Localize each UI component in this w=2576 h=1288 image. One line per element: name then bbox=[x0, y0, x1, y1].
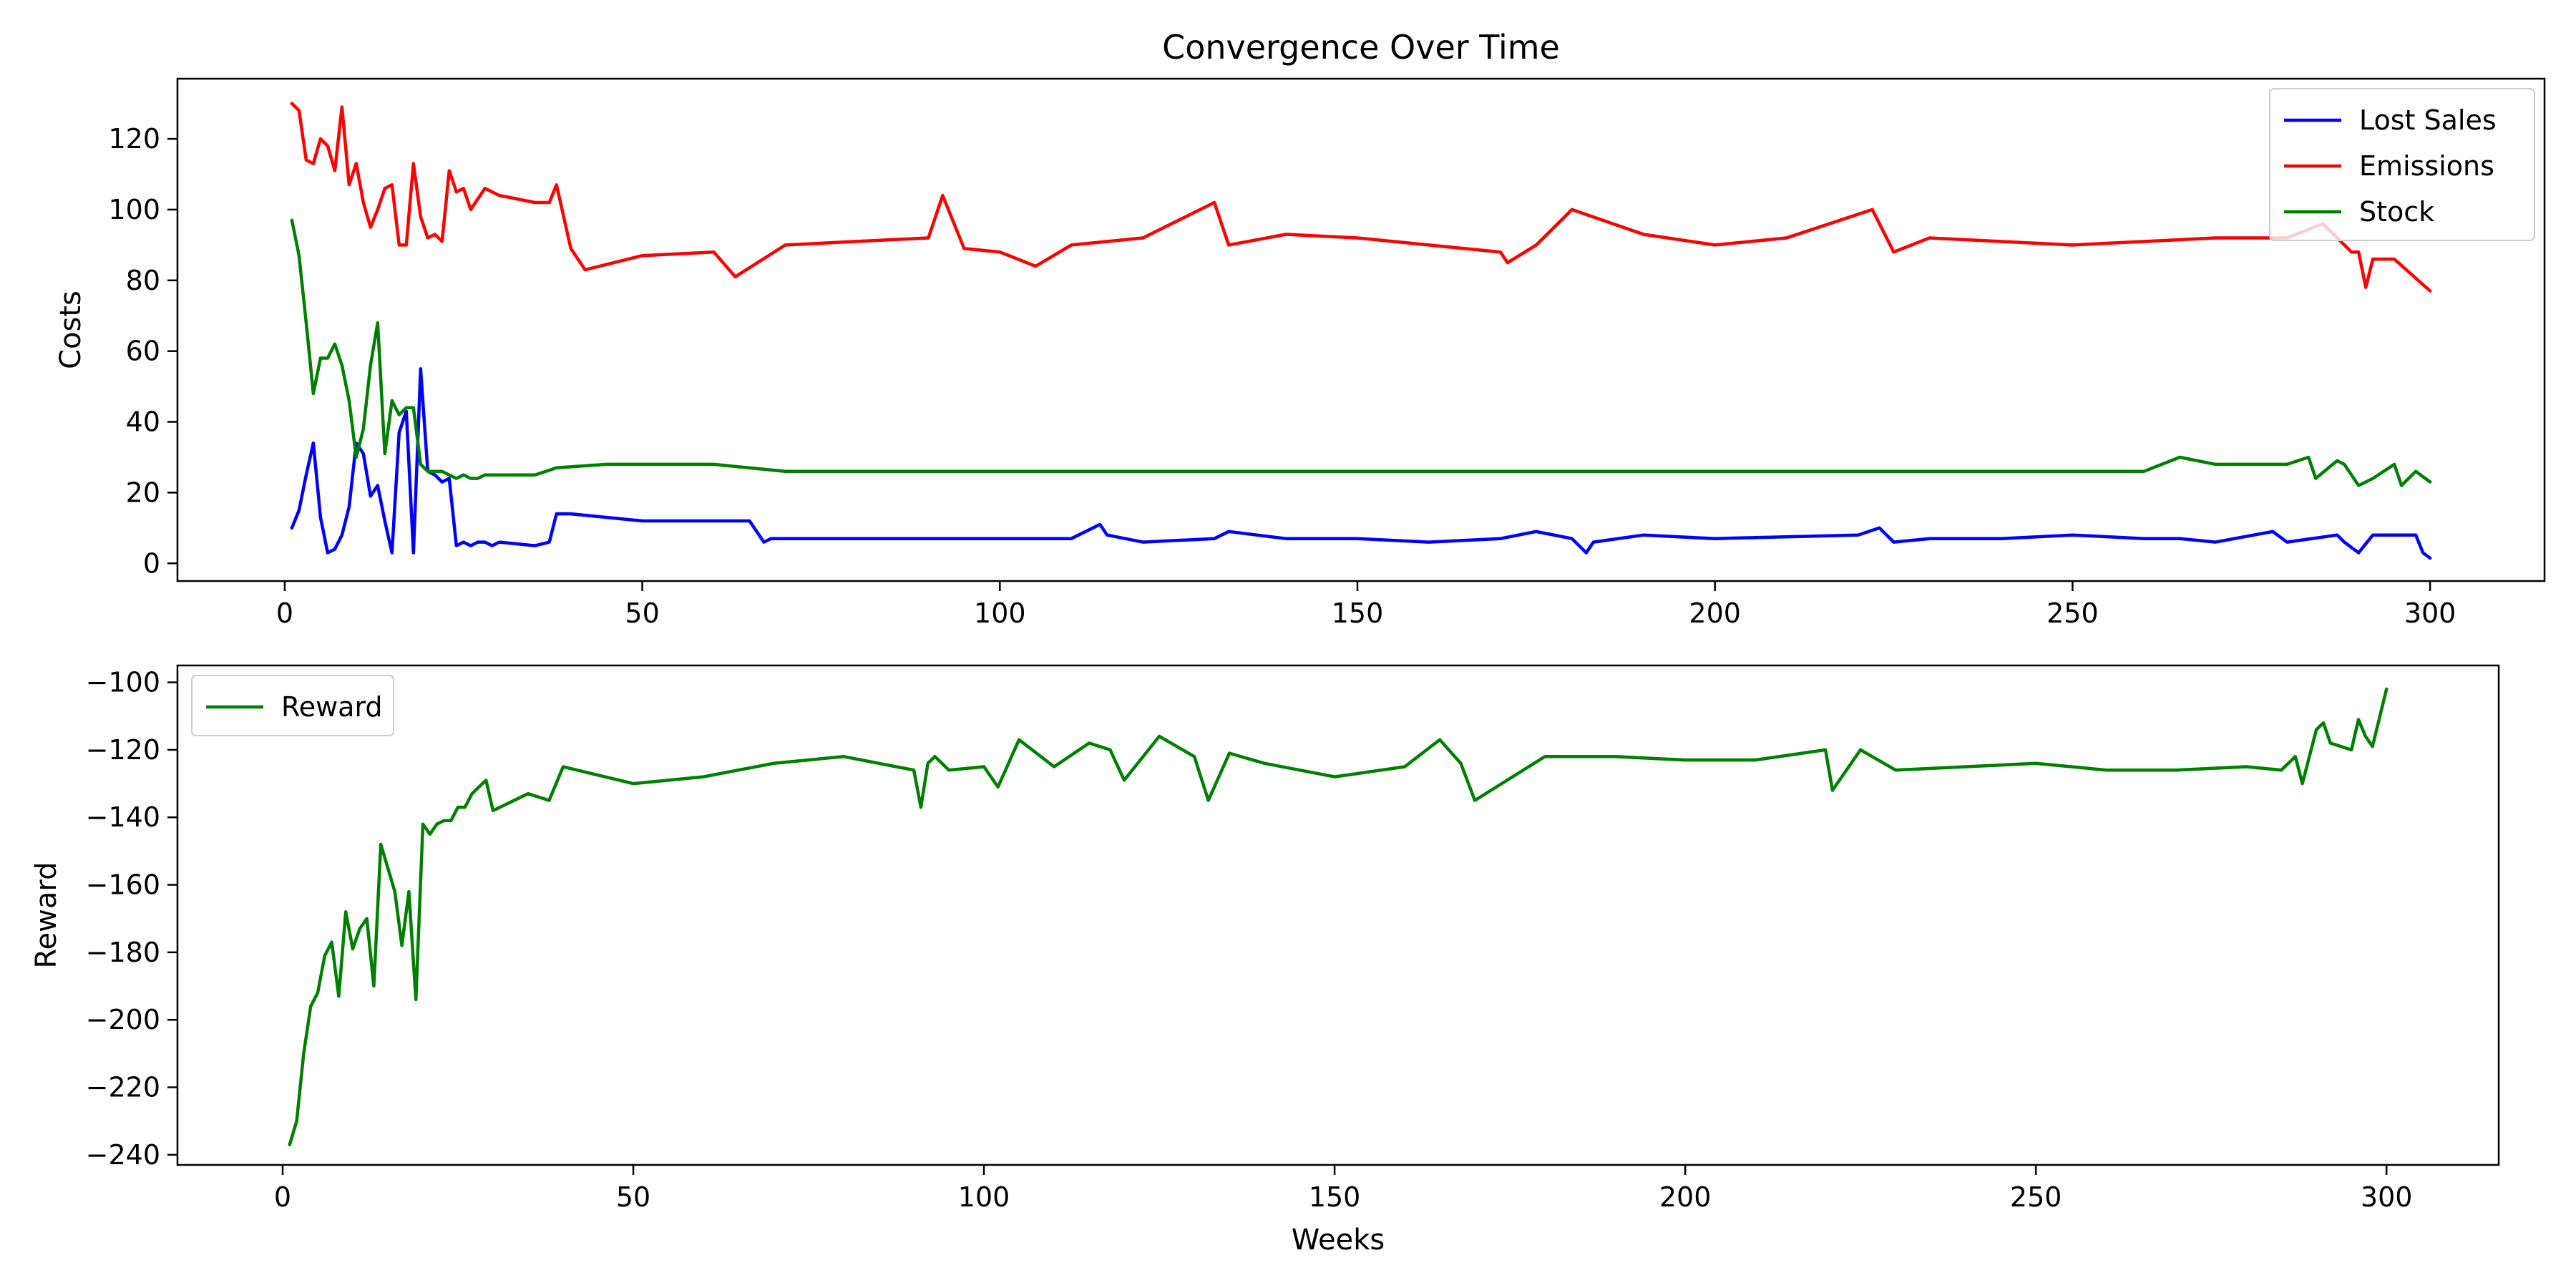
y-tick-label: −160 bbox=[86, 869, 160, 901]
legend: Lost Sales Emissions Stock bbox=[2269, 88, 2535, 241]
x-tick-label: 100 bbox=[958, 1181, 1010, 1213]
x-tick-label: 50 bbox=[625, 597, 659, 629]
x-tick-label: 100 bbox=[974, 597, 1026, 629]
x-tick-label: 300 bbox=[2404, 597, 2457, 629]
y-tick-label: −100 bbox=[86, 667, 160, 698]
x-tick-label: 300 bbox=[2361, 1181, 2413, 1213]
series-line-lost-sales bbox=[290, 367, 2432, 560]
y-axis-label: Costs bbox=[54, 291, 87, 369]
y-tick-label: −200 bbox=[86, 1004, 160, 1035]
y-tick-label: 0 bbox=[143, 547, 160, 579]
x-tick-label: 50 bbox=[616, 1181, 650, 1213]
x-tick-label: 0 bbox=[276, 597, 293, 629]
plot-frame bbox=[176, 77, 2546, 582]
legend-label-reward: Reward bbox=[281, 691, 383, 723]
legend: Reward bbox=[191, 675, 394, 736]
x-tick-label: 200 bbox=[1659, 1181, 1712, 1213]
x-tick-label: 0 bbox=[274, 1181, 291, 1213]
x-tick-label: 150 bbox=[1332, 597, 1384, 629]
y-tick-label: −220 bbox=[86, 1072, 160, 1103]
x-tick-label: 150 bbox=[1309, 1181, 1361, 1213]
legend-box bbox=[2269, 88, 2535, 241]
x-axis-label: Weeks bbox=[1292, 1224, 1385, 1257]
x-tick-label: 200 bbox=[1689, 597, 1741, 629]
plot-frame bbox=[176, 664, 2500, 1166]
series-line-stock bbox=[290, 218, 2432, 487]
x-tick-label: 250 bbox=[2046, 597, 2099, 629]
series-line-emissions bbox=[290, 102, 2432, 293]
y-tick-label: −240 bbox=[86, 1139, 160, 1171]
y-tick-label: −120 bbox=[86, 734, 160, 766]
chart-title: Convergence Over Time bbox=[1162, 28, 1560, 67]
legend-box bbox=[191, 675, 394, 736]
y-tick-label: −140 bbox=[86, 801, 160, 833]
legend-label-emissions: Emissions bbox=[2359, 150, 2494, 182]
series-line-reward bbox=[288, 687, 2389, 1146]
y-axis-label: Reward bbox=[30, 862, 63, 969]
y-tick-label: 20 bbox=[126, 477, 160, 508]
costs-panel: 0 50 100 150 200 250 300 0 20 40 60 80 100 120 Converg… bbox=[54, 28, 2546, 629]
legend-label-stock: Stock bbox=[2359, 196, 2434, 228]
y-tick-label: 60 bbox=[126, 336, 160, 367]
x-tick-label: 250 bbox=[2010, 1181, 2062, 1213]
y-tick-label: 80 bbox=[126, 265, 160, 296]
legend-label-lost-sales: Lost Sales bbox=[2359, 104, 2497, 136]
y-tick-label: 120 bbox=[108, 123, 160, 155]
reward-panel: 0 50 100 150 200 250 300 −240 −220 −200 −180 −160 −1… bbox=[30, 664, 2500, 1257]
y-tick-label: 40 bbox=[126, 406, 160, 438]
y-tick-label: −180 bbox=[86, 937, 160, 968]
y-tick-label: 100 bbox=[108, 194, 160, 225]
